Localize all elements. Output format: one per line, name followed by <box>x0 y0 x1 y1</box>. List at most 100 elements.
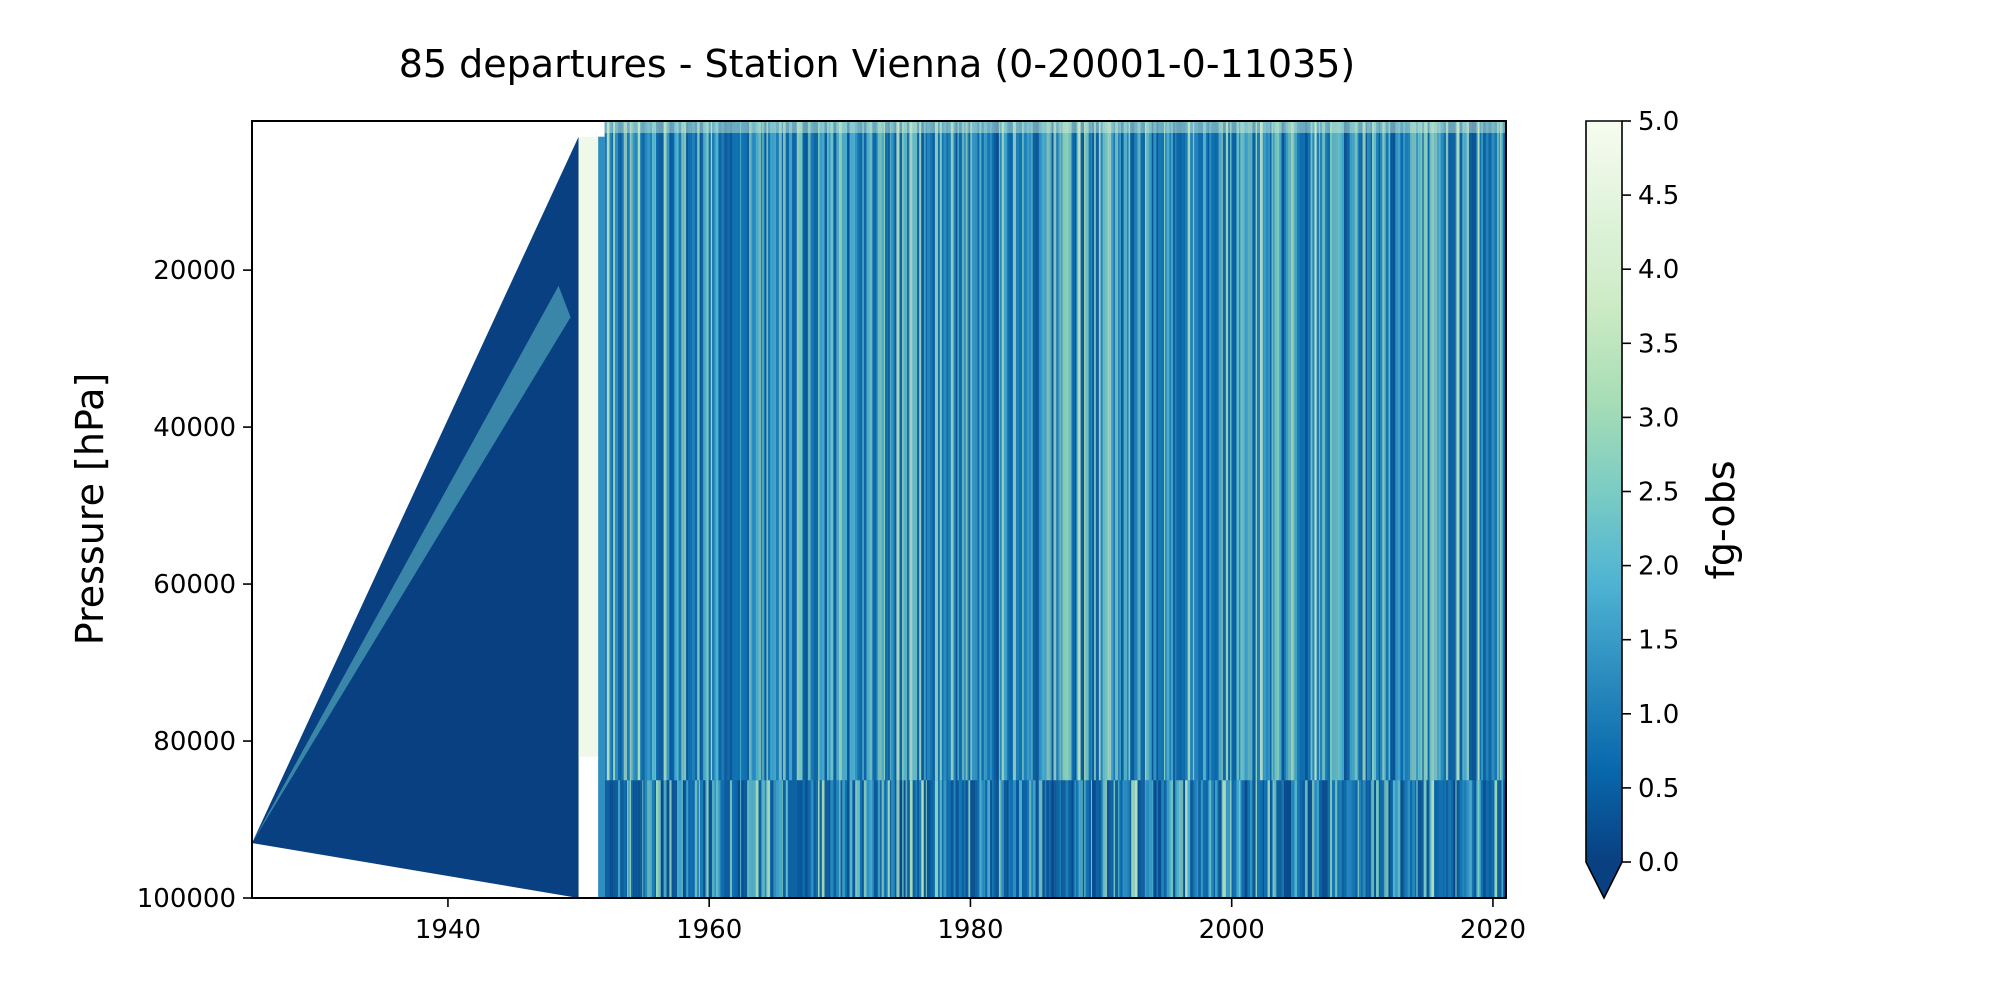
field-stripe <box>611 121 614 781</box>
field-stripe <box>1272 121 1275 781</box>
field-stripe <box>1095 780 1099 898</box>
field-stripe <box>836 780 840 898</box>
field-stripe <box>863 780 867 898</box>
field-stripe <box>833 780 837 898</box>
field-stripe <box>1473 780 1477 898</box>
field-stripe <box>1320 121 1323 781</box>
field-stripe <box>647 121 651 781</box>
field-stripe <box>1082 780 1085 898</box>
field-stripe <box>1291 121 1293 781</box>
x-tick-label: 1960 <box>676 915 742 945</box>
field-stripe <box>1062 121 1066 781</box>
field-stripe <box>1500 780 1502 898</box>
field-stripe <box>815 121 819 781</box>
field-stripe <box>1165 121 1167 781</box>
field-stripe <box>972 780 975 898</box>
field-stripe <box>1471 780 1474 898</box>
field-stripe <box>1270 780 1272 898</box>
field-stripe <box>628 121 630 781</box>
field-stripe <box>981 780 983 898</box>
field-stripe <box>642 780 644 898</box>
field-stripe <box>930 780 933 898</box>
field-stripe <box>1006 780 1009 898</box>
field-stripe <box>1423 121 1427 781</box>
field-stripe <box>1213 121 1216 781</box>
field-stripe <box>1310 121 1313 781</box>
field-stripe <box>1222 121 1226 781</box>
field-stripe <box>1466 121 1469 781</box>
field-stripe <box>1351 121 1355 781</box>
field-stripe <box>1003 780 1007 898</box>
field-stripe <box>1127 780 1129 898</box>
field-stripe <box>1213 780 1216 898</box>
field-stripe <box>1384 780 1386 898</box>
field-stripe <box>1056 780 1059 898</box>
field-stripe <box>714 780 716 898</box>
field-stripe <box>893 121 896 781</box>
field-stripe <box>1426 121 1428 781</box>
field-stripe <box>740 121 742 781</box>
field-stripe <box>1196 780 1199 898</box>
field-stripe <box>1372 121 1375 781</box>
field-stripe <box>1095 121 1099 781</box>
field-stripe <box>1010 780 1013 898</box>
field-stripe <box>1046 121 1050 781</box>
field-stripe <box>995 780 999 898</box>
field-stripe <box>939 121 942 781</box>
field-stripe <box>1291 780 1293 898</box>
field-stripe <box>1176 121 1179 781</box>
field-stripe <box>824 121 827 781</box>
field-stripe <box>1239 121 1241 781</box>
field-stripe <box>819 780 822 898</box>
field-stripe <box>666 121 670 781</box>
field-stripe <box>1196 121 1199 781</box>
field-stripe <box>1299 121 1303 781</box>
field-stripe <box>741 780 745 898</box>
colorbar-tick-label: 4.0 <box>1638 255 1679 285</box>
field-stripe <box>1374 121 1377 781</box>
field-stripe <box>1491 121 1495 781</box>
field-stripe <box>919 121 922 781</box>
field-stripe <box>1388 121 1391 781</box>
field-stripe <box>869 121 873 781</box>
field-stripe <box>852 780 856 898</box>
field-stripe <box>985 780 988 898</box>
field-stripe <box>1344 121 1347 781</box>
field-stripe <box>697 121 699 781</box>
field-stripe <box>1032 780 1036 898</box>
field-stripe <box>953 121 956 781</box>
field-stripe <box>630 780 633 898</box>
field-stripe <box>1156 780 1159 898</box>
field-stripe <box>1403 780 1405 898</box>
field-stripe <box>718 121 721 781</box>
colorbar-extend-min <box>1586 862 1622 898</box>
field-stripe <box>1477 780 1480 898</box>
field-stripe <box>934 121 938 781</box>
field-stripe <box>1255 121 1257 781</box>
field-stripe <box>773 121 777 781</box>
field-stripe <box>1218 121 1222 781</box>
field-stripe <box>674 780 678 898</box>
field-stripe <box>644 780 648 898</box>
field-stripe <box>917 121 920 781</box>
colorbar-tick-label: 1.5 <box>1638 626 1679 656</box>
field-stripe <box>1200 121 1203 781</box>
field-stripe <box>793 780 797 898</box>
field-stripe <box>1260 780 1263 898</box>
field-stripe <box>907 121 909 781</box>
field-stripe <box>1247 780 1250 898</box>
field-stripe <box>660 121 664 781</box>
field-stripe <box>1215 121 1218 781</box>
field-stripe <box>1170 121 1174 781</box>
field-stripe <box>654 121 657 781</box>
field-stripe <box>1249 121 1253 781</box>
field-stripe <box>877 121 881 781</box>
field-stripe <box>1312 780 1314 898</box>
field-stripe <box>828 780 831 898</box>
field-stripe <box>706 780 709 898</box>
field-stripe <box>787 121 789 781</box>
field-stripe <box>840 780 843 898</box>
field-stripe <box>615 121 618 781</box>
field-stripe <box>1217 121 1219 781</box>
field-stripe <box>925 780 927 898</box>
